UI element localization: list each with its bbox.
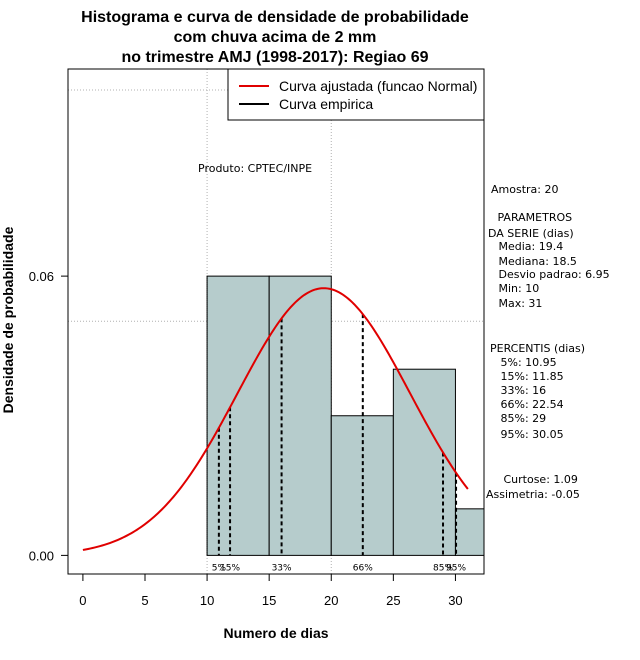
percentile-lines: 5%15% 33% 66% 85%95% [212,314,467,573]
stats-line: Media: 19.4 [488,240,563,253]
stats-line: PERCENTIS (dias) [490,342,585,355]
legend-box [227,68,485,121]
series-statistics: Amostra: 20 PARAMETROS DA SERIE (dias) Me… [486,183,610,501]
legend: Curva ajustada (funcao Normal) Curva emp… [227,68,485,121]
percentile-label: 85% [433,563,453,573]
x-tick-label: 0 [79,593,86,608]
x-axis: 0 5 10 15 20 25 30 [79,573,463,608]
legend-label-empirical: Curva empirica [279,96,373,112]
percentile-label: 95% [446,563,466,573]
normal-fit-curve [82,287,469,551]
x-axis-title: Numero de dias [223,625,328,641]
x-tick-label: 5 [141,593,148,608]
histogram-bar [392,368,456,556]
histogram-bar [454,508,485,556]
stats-line: Assimetria: -0.05 [486,488,580,501]
x-tick-label: 30 [448,593,462,608]
x-tick-label: 15 [262,593,276,608]
stats-line: 15%: 11.85 [490,370,564,383]
stats-line: PARAMETROS [494,211,572,224]
histogram-bar [206,275,270,556]
legend-label-fit: Curva ajustada (funcao Normal) [279,78,477,94]
stats-line: DA SERIE (dias) [488,227,574,240]
x-tick-label: 10 [200,593,214,608]
stats-line: Mediana: 18.5 [488,255,577,268]
stats-line: 66%: 22.54 [490,398,564,411]
chart-title-line-2: com chuva acima de 2 mm [174,29,377,46]
percentile-label: 15% [220,563,240,573]
y-axis-title: Densidade de probabilidade [0,226,16,413]
x-tick-label: 25 [386,593,400,608]
stats-line: Desvio padrao: 6.95 [488,268,610,281]
product-note: Produto: CPTEC/INPE [198,162,312,175]
chart-title-line-1: Histograma e curva de densidade de proba… [81,9,469,26]
y-tick-label: 0.00 [29,548,54,563]
stats-line: 85%: 29 [490,412,546,425]
y-axis: 0.00 0.06 [29,269,69,563]
percentile-label: 66% [353,563,373,573]
percentile-label: 33% [272,563,292,573]
stats-line: Min: 10 [488,282,539,295]
stats-line: 33%: 16 [490,384,546,397]
histogram-bar [268,275,332,556]
normal-curve [82,287,469,551]
stats-line: Max: 31 [488,297,542,310]
stats-line: Amostra: 20 [491,183,558,196]
stats-line: 5%: 10.95 [490,356,557,369]
stats-line: Curtose: 1.09 [486,473,578,486]
stats-line: 95%: 30.05 [490,428,564,441]
y-tick-label: 0.06 [29,269,54,284]
chart-title-line-3: no trimestre AMJ (1998-2017): Regiao 69 [121,49,428,66]
histogram-bars [206,275,485,556]
percentile-label: 5% [212,563,227,573]
x-tick-label: 20 [324,593,338,608]
